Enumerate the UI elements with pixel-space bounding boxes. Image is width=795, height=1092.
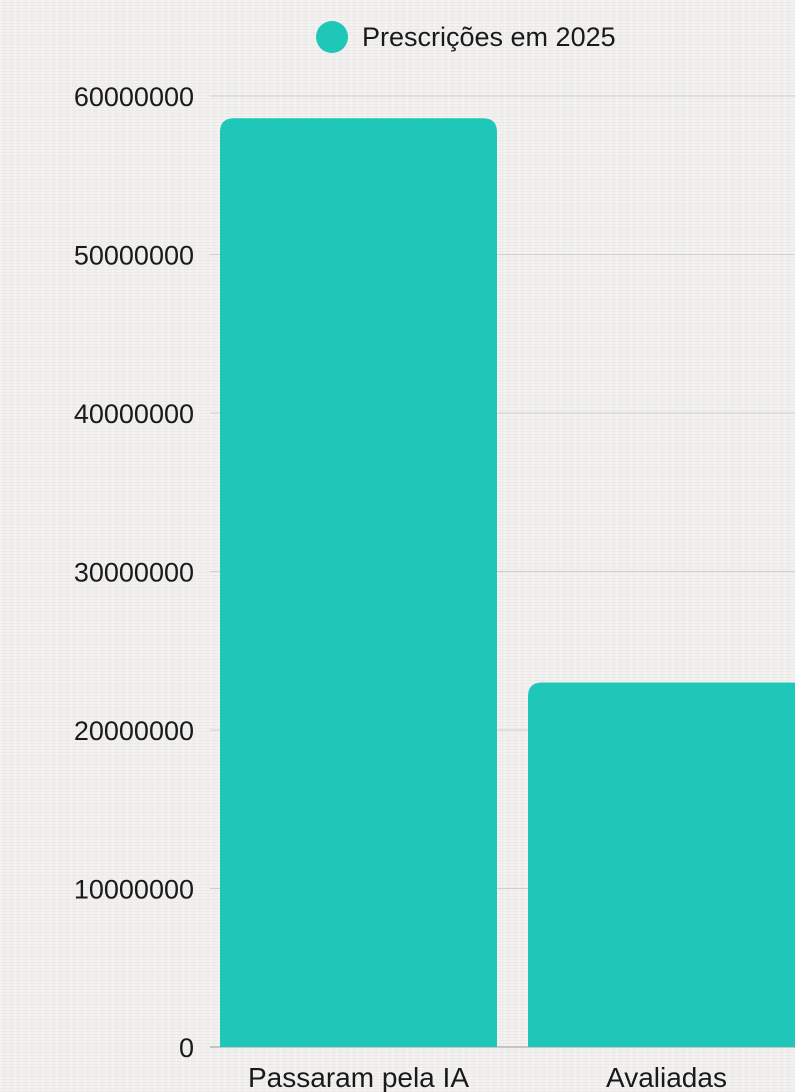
legend-swatch-icon <box>316 21 348 53</box>
bar <box>220 118 497 1047</box>
y-tick-label: 30000000 <box>74 558 194 588</box>
y-tick-label: 40000000 <box>74 399 194 429</box>
legend-label: Prescrições em 2025 <box>362 22 616 52</box>
bar <box>528 682 795 1047</box>
legend: Prescrições em 2025 <box>316 21 616 53</box>
y-tick-label: 50000000 <box>74 241 194 271</box>
x-tick-label: Passaram pela IA <box>248 1062 469 1092</box>
y-axis-ticks: 0 10000000 20000000 30000000 40000000 5000000… <box>74 82 194 1063</box>
x-axis-ticks: Passaram pela IA Avaliadas <box>248 1062 727 1092</box>
bars <box>220 118 795 1047</box>
x-tick-label: Avaliadas <box>606 1062 727 1092</box>
y-tick-label: 0 <box>179 1033 194 1063</box>
y-tick-label: 60000000 <box>74 82 194 112</box>
y-tick-label: 20000000 <box>74 716 194 746</box>
y-tick-label: 10000000 <box>74 875 194 905</box>
